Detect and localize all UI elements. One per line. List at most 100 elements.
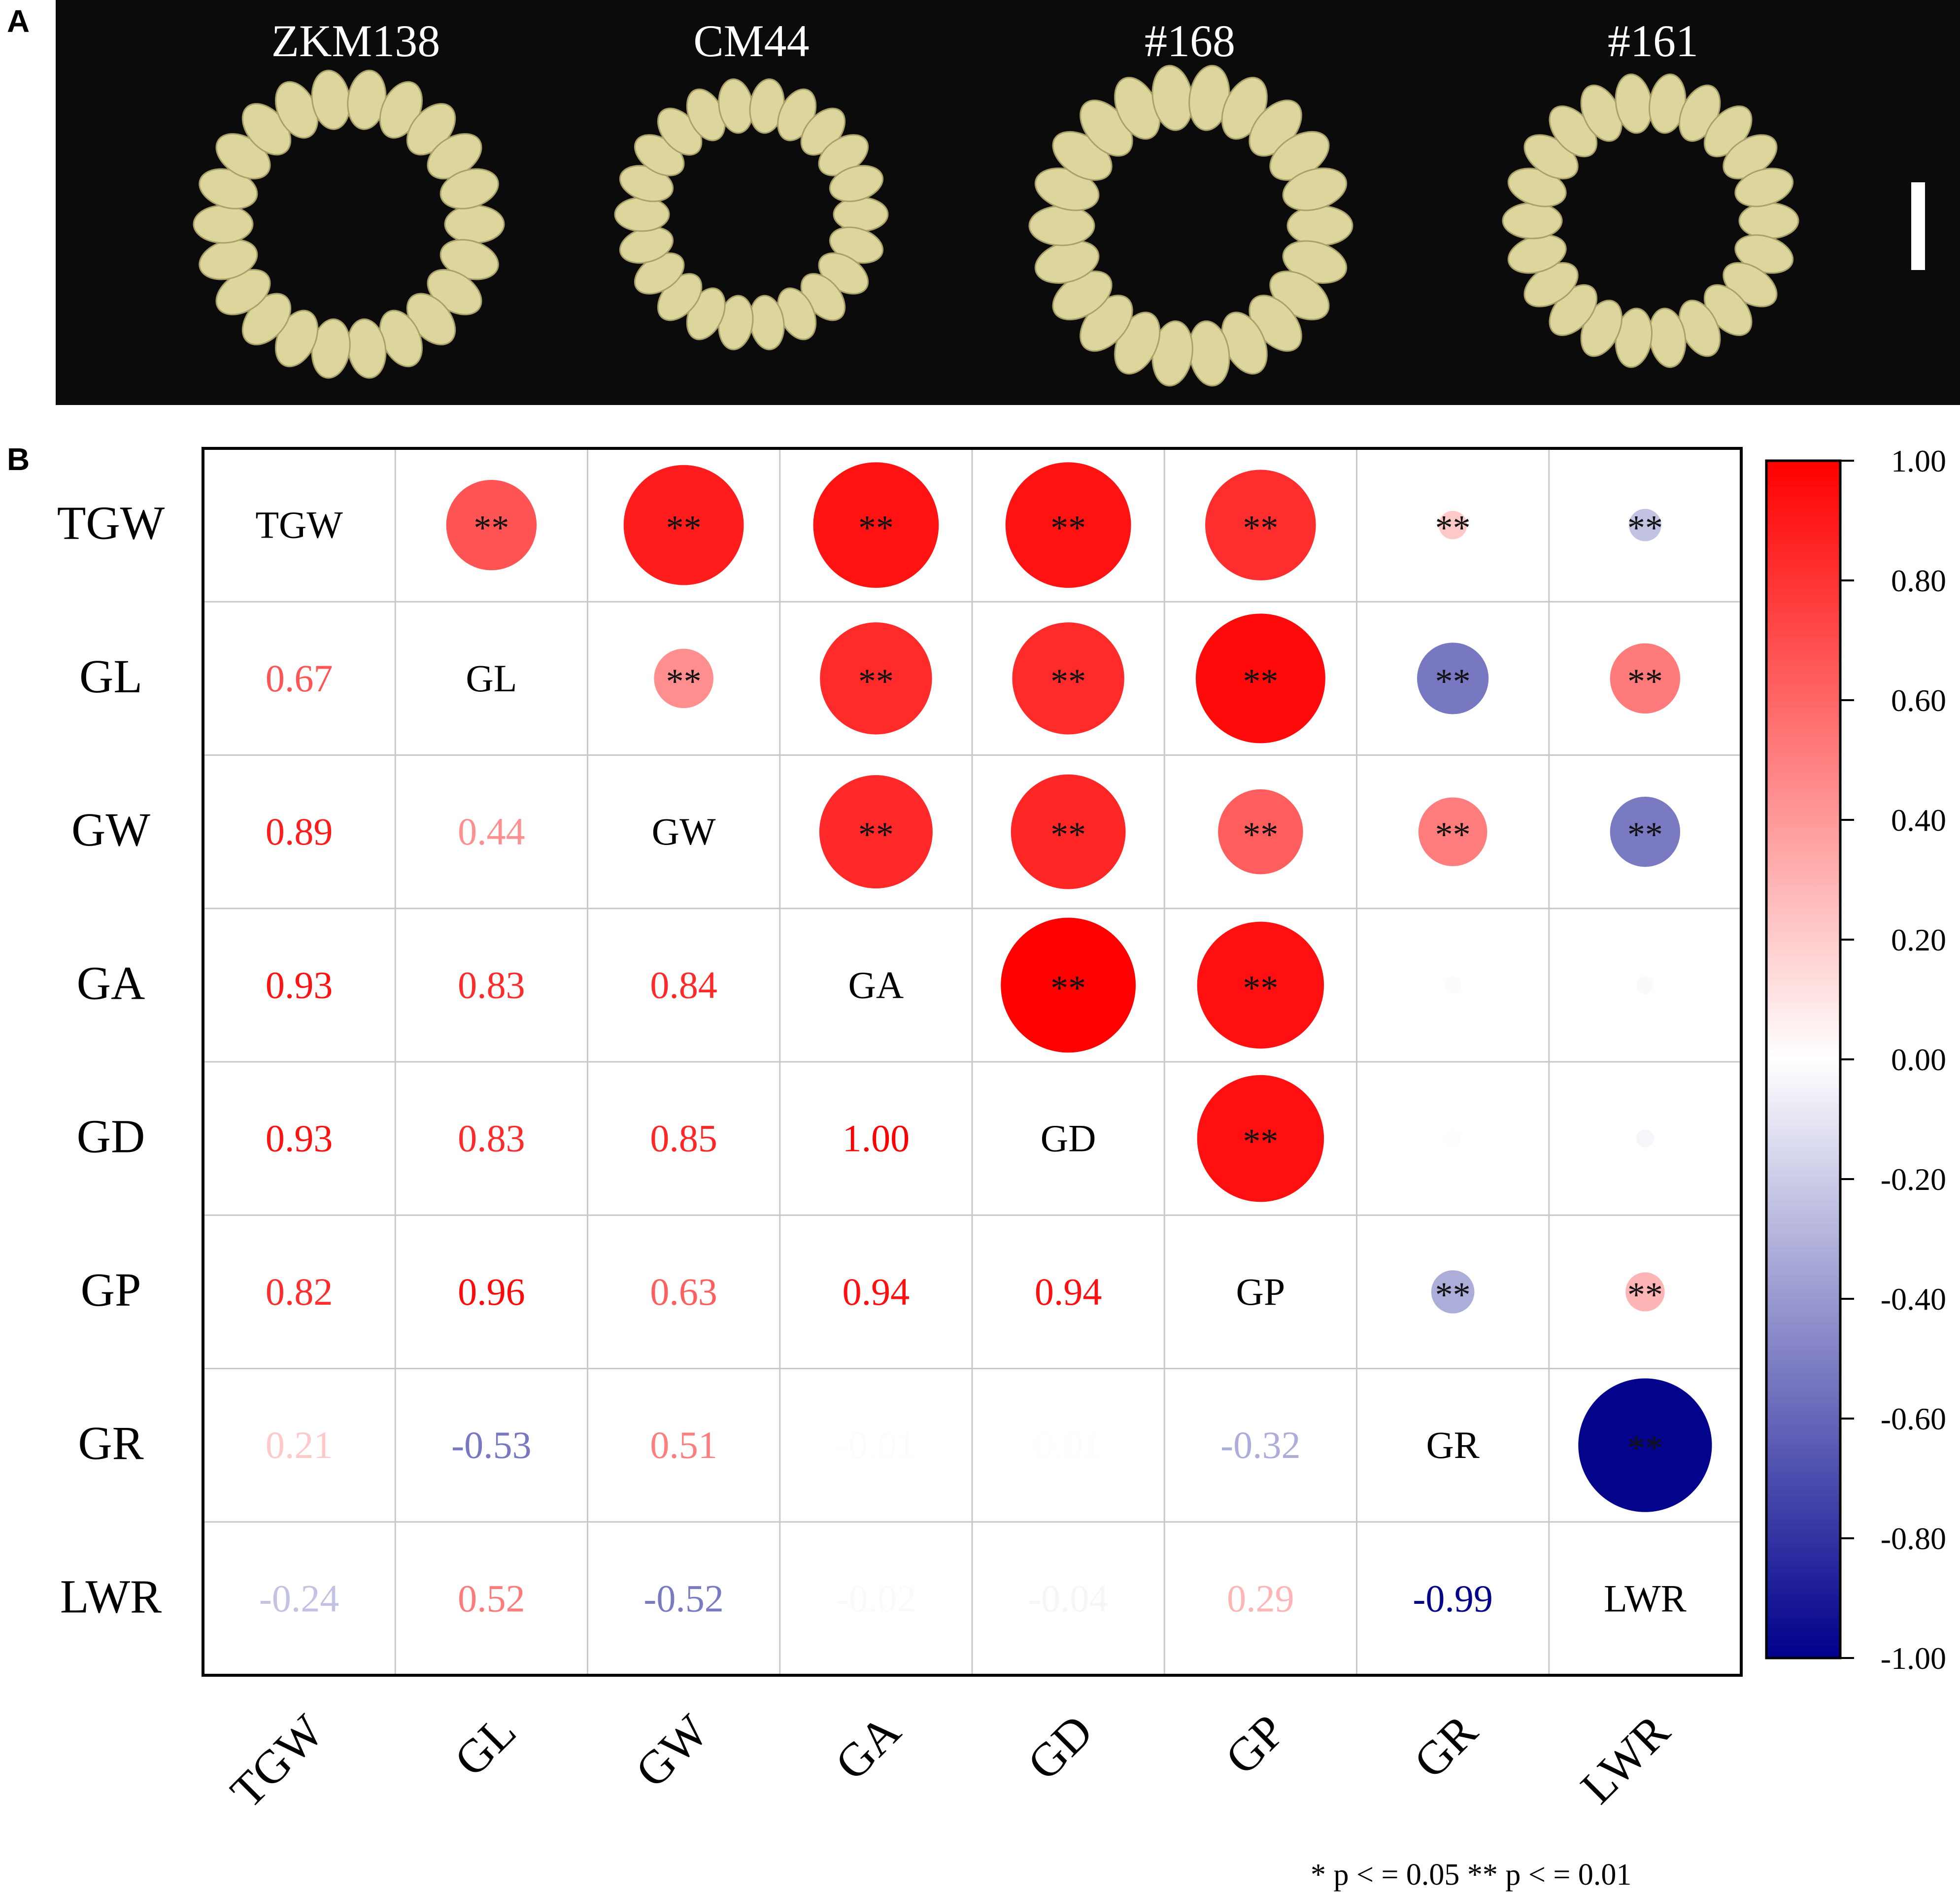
correlation-value: 0.44: [458, 810, 525, 853]
correlation-circle: [1444, 1129, 1462, 1148]
correlation-value: -0.01: [836, 1423, 916, 1466]
correlation-circle: [1218, 789, 1303, 875]
grain-kernel: [1502, 202, 1563, 239]
grain-kernel: [1738, 202, 1799, 239]
correlation-circle: [1578, 1378, 1712, 1512]
correlation-value: 0.63: [650, 1270, 717, 1313]
correlation-value: 0.94: [843, 1270, 910, 1313]
grain-kernel: [444, 204, 505, 244]
grain-kernel: [614, 197, 670, 232]
correlation-value: 0.52: [458, 1577, 525, 1620]
correlation-circle: [1418, 797, 1487, 866]
sample-label-zkm138: ZKM138: [271, 16, 440, 66]
correlation-value: 0.96: [458, 1270, 525, 1313]
correlation-circle: [1197, 1075, 1324, 1202]
correlation-circle: [813, 462, 939, 588]
correlation-circle: [1610, 796, 1681, 867]
significance-marker: **: [1627, 508, 1663, 548]
correlation-value: -0.32: [1220, 1423, 1300, 1466]
row-label: LWR: [60, 1570, 162, 1623]
grain-kernel: [833, 197, 889, 232]
significance-marker: **: [1243, 1122, 1278, 1161]
correlation-value: 0.01: [1035, 1423, 1102, 1466]
correlation-circle: [819, 775, 933, 889]
correlation-value: 0.67: [266, 657, 333, 700]
correlation-circle: [1417, 643, 1489, 714]
row-label: GW: [71, 803, 150, 856]
correlation-circle: [1444, 976, 1462, 994]
significance-marker: **: [1243, 815, 1278, 854]
correlation-value: -0.24: [259, 1577, 339, 1620]
significance-marker: **: [1435, 508, 1471, 548]
colorbar: [1765, 459, 1842, 1659]
column-label: LWR: [1570, 1704, 1679, 1813]
correlation-circle: [446, 479, 537, 571]
sample-label-168: #168: [1145, 16, 1235, 66]
grain-kernel: [193, 204, 254, 244]
row-label: GA: [77, 956, 145, 1009]
significance-marker: **: [1627, 815, 1663, 854]
correlation-circle: [1431, 1270, 1475, 1314]
grain-kernel: [1282, 168, 1348, 211]
colorbar-tick-label: 1.00: [1891, 443, 1946, 478]
colorbar-tick-label: -0.20: [1881, 1162, 1946, 1197]
grain-kernel: [1286, 205, 1353, 246]
correlation-value: -0.52: [643, 1577, 723, 1620]
column-label: GL: [444, 1704, 526, 1786]
significance-marker: **: [473, 508, 509, 548]
significance-marker: **: [1435, 815, 1471, 854]
significance-marker: **: [1627, 662, 1663, 701]
correlation-value: 0.82: [266, 1270, 333, 1313]
sample-label-cm44: CM44: [693, 16, 810, 66]
grain-kernel: [1028, 205, 1095, 246]
column-label: GP: [1215, 1704, 1295, 1784]
column-label: GA: [825, 1704, 911, 1790]
correlation-circle: [1636, 976, 1654, 994]
correlation-circle: [1001, 917, 1136, 1053]
matrix-frame: [202, 447, 1743, 1677]
row-label: GL: [79, 650, 142, 703]
significance-marker: **: [1627, 1428, 1663, 1468]
correlation-value: 0.93: [266, 963, 333, 1006]
column-label: GR: [1404, 1704, 1487, 1788]
diagonal-label: GP: [1236, 1270, 1285, 1313]
correlation-circle: [1012, 622, 1124, 735]
scale-bar: [1911, 182, 1925, 270]
correlation-value: -0.53: [451, 1423, 531, 1466]
significance-marker: **: [666, 508, 702, 548]
significance-marker: **: [858, 508, 894, 548]
correlation-value: 0.83: [458, 1117, 525, 1160]
diagonal-label: GW: [652, 810, 716, 853]
significance-marker: **: [1435, 1275, 1471, 1315]
correlation-value: 0.51: [650, 1423, 717, 1466]
grain-kernel: [439, 168, 499, 209]
row-label: GP: [81, 1263, 141, 1316]
significance-marker: **: [1243, 968, 1278, 1008]
correlation-circle: [1636, 1129, 1654, 1148]
correlation-value: -0.04: [1028, 1577, 1108, 1620]
significance-marker: **: [1050, 508, 1086, 548]
correlation-value: 0.83: [458, 963, 525, 1006]
correlation-matrix: TGW ** ** ** ** ** ** ** 0.67 GL ** ** ** ** ** ** 0.89 0…: [57, 443, 1946, 1818]
correlation-value: -0.02: [836, 1577, 916, 1620]
colorbar-tick-label: -1.00: [1881, 1641, 1946, 1676]
significance-marker: **: [858, 662, 894, 701]
significance-marker: **: [1050, 968, 1086, 1008]
significance-marker: **: [1050, 815, 1086, 854]
column-label: GD: [1017, 1704, 1103, 1790]
diagonal-label: LWR: [1604, 1577, 1687, 1620]
significance-marker: **: [1243, 662, 1278, 701]
colorbar-tick-label: -0.40: [1881, 1282, 1946, 1317]
correlation-value: 0.29: [1227, 1577, 1294, 1620]
diagonal-label: GL: [466, 657, 517, 700]
correlation-value: 1.00: [843, 1117, 910, 1160]
significance-marker: **: [666, 662, 702, 701]
correlation-circle: [1205, 470, 1316, 580]
row-label: TGW: [57, 497, 165, 549]
sample-label-161: #161: [1608, 16, 1698, 66]
correlation-circle: [1610, 643, 1681, 714]
row-label: GR: [78, 1417, 143, 1469]
significance-marker: **: [858, 815, 894, 854]
colorbar-tick-label: -0.60: [1881, 1401, 1946, 1436]
correlation-circle: [623, 465, 744, 585]
